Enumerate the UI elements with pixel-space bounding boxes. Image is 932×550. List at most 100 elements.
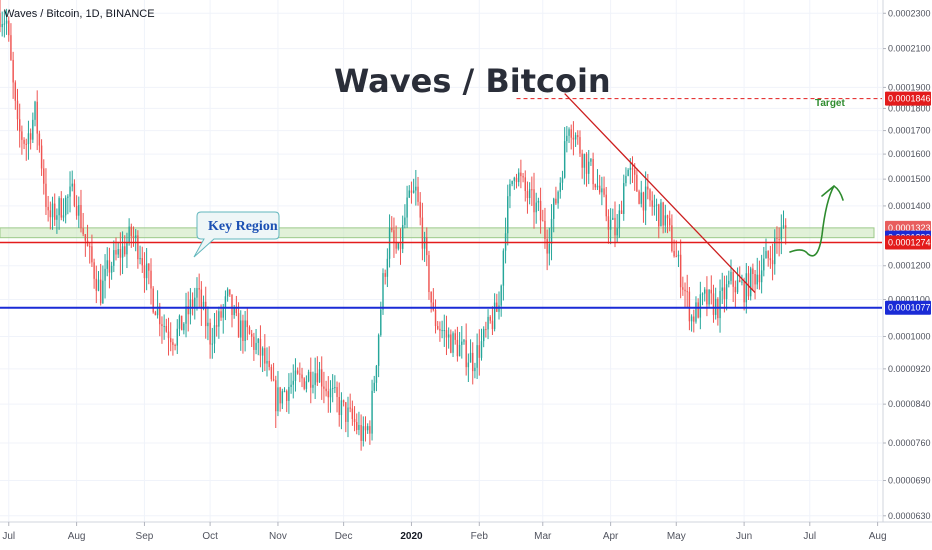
candle-body <box>404 217 406 226</box>
time-axis[interactable]: Jul Aug Sep Oct Nov Dec 2020 Feb Mar Apr May Jun Jul… <box>0 521 932 542</box>
price-badge: 0.0001077 <box>885 300 931 315</box>
candle <box>222 303 224 334</box>
candle <box>56 208 58 234</box>
candle-body <box>723 287 726 300</box>
candle-body <box>544 220 546 239</box>
candle-body <box>117 249 119 255</box>
candle <box>362 416 365 447</box>
candle-body <box>741 281 743 283</box>
candle <box>474 362 476 379</box>
candle-body <box>165 326 168 332</box>
candle <box>741 274 743 286</box>
candle <box>607 209 610 244</box>
candle-body <box>294 370 297 381</box>
candle-body <box>651 200 653 207</box>
candle <box>542 209 544 222</box>
candle-body <box>439 328 441 331</box>
candle-body <box>730 272 732 281</box>
candle <box>340 392 343 430</box>
candle-body <box>86 240 89 247</box>
candle-body <box>93 262 95 279</box>
candle-body <box>163 326 165 328</box>
candle <box>93 258 95 289</box>
candle-body <box>434 310 437 327</box>
candle <box>647 173 649 200</box>
candle-body <box>561 177 564 183</box>
candle <box>106 247 108 277</box>
candle-body <box>706 289 708 305</box>
candle-body <box>126 242 128 255</box>
candle-body <box>18 119 21 132</box>
time-tick-label: Aug <box>68 531 86 542</box>
candle-body <box>375 365 378 383</box>
candle-body <box>509 184 511 197</box>
candle-body <box>145 263 148 279</box>
candle-body <box>25 143 27 145</box>
candle <box>559 177 561 199</box>
time-tick-label: May <box>667 531 686 542</box>
candle-body <box>406 197 408 218</box>
candle-body <box>461 341 463 345</box>
candle-body <box>60 198 62 218</box>
candle <box>78 196 80 228</box>
candle-body <box>614 217 616 236</box>
candle-body <box>487 316 489 330</box>
candle-body <box>555 198 557 204</box>
candle <box>450 329 452 354</box>
candle-body <box>307 371 310 382</box>
candle <box>342 399 345 407</box>
candle-body <box>292 380 294 385</box>
candle <box>561 170 564 191</box>
candle <box>732 269 734 303</box>
candle <box>323 371 325 404</box>
candle-body <box>167 331 170 339</box>
price-tick-label: 0.0001200 <box>888 261 931 271</box>
candle <box>377 333 380 378</box>
candle-body <box>84 234 87 241</box>
candle <box>121 231 124 275</box>
candle <box>767 250 769 267</box>
candle-body <box>454 333 456 340</box>
candle-body <box>693 316 695 322</box>
candle <box>130 223 133 248</box>
candle <box>95 265 98 304</box>
candle <box>224 290 227 321</box>
price-tick-label: 0.0000760 <box>888 438 931 448</box>
candle-body <box>246 320 249 328</box>
candle <box>126 232 128 269</box>
candle-body <box>568 129 570 136</box>
candle-body <box>132 236 135 238</box>
candle <box>38 130 41 153</box>
candle <box>128 218 130 246</box>
candle <box>82 212 84 237</box>
candle <box>349 393 351 413</box>
candle <box>397 242 400 251</box>
downtrend-line[interactable] <box>564 93 756 293</box>
candle <box>496 293 498 313</box>
candle-body <box>73 183 76 206</box>
price-axis[interactable]: 0.00023000.00021000.00019000.00018000.00… <box>882 0 931 522</box>
candle-body <box>340 400 343 416</box>
candle <box>75 195 78 220</box>
candle-body <box>75 205 78 216</box>
candle <box>717 297 719 326</box>
candle <box>612 208 614 220</box>
candle-body <box>782 225 785 228</box>
symbol-info[interactable]: Waves / Bitcoin, 1D, BINANCE <box>4 8 155 20</box>
candle-body <box>310 371 312 388</box>
candle-body <box>535 202 537 213</box>
candle <box>467 353 470 383</box>
candle-body <box>187 306 189 315</box>
candle <box>631 156 634 183</box>
candle-body <box>469 352 472 363</box>
candle <box>209 318 211 359</box>
candle-body <box>268 360 270 368</box>
candle <box>660 198 662 227</box>
candle-body <box>421 217 424 249</box>
candle <box>148 263 150 285</box>
candle <box>364 416 367 442</box>
candle <box>472 342 474 385</box>
candle-body <box>478 345 481 358</box>
candle-body <box>441 330 443 332</box>
